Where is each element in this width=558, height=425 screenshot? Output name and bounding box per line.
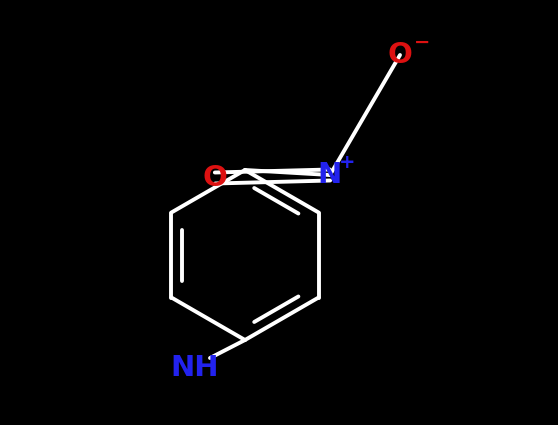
Text: NH: NH — [171, 354, 219, 382]
Text: N: N — [318, 161, 342, 189]
Text: O: O — [203, 164, 228, 192]
Text: +: + — [339, 153, 355, 172]
Text: O: O — [388, 41, 412, 69]
Text: −: − — [414, 32, 430, 51]
